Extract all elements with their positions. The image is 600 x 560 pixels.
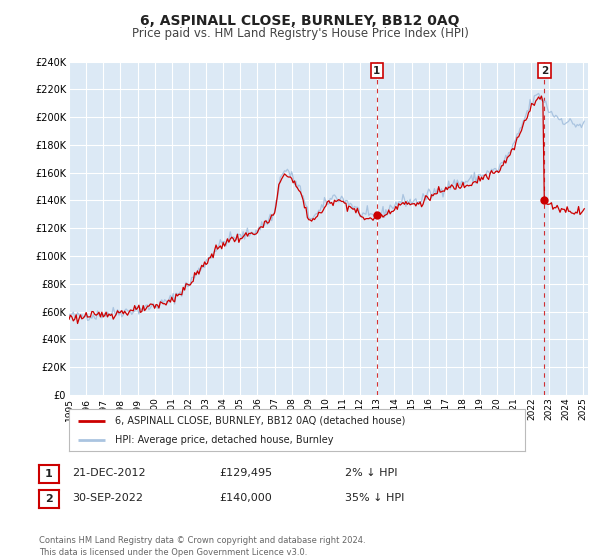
Text: 1: 1 [373, 66, 380, 76]
Text: 6, ASPINALL CLOSE, BURNLEY, BB12 0AQ (detached house): 6, ASPINALL CLOSE, BURNLEY, BB12 0AQ (de… [115, 416, 405, 426]
Text: £140,000: £140,000 [219, 493, 272, 503]
Text: 21-DEC-2012: 21-DEC-2012 [72, 468, 146, 478]
Text: £129,495: £129,495 [219, 468, 272, 478]
Text: 30-SEP-2022: 30-SEP-2022 [72, 493, 143, 503]
Text: 2: 2 [541, 66, 548, 76]
Text: 2: 2 [45, 494, 53, 504]
Text: HPI: Average price, detached house, Burnley: HPI: Average price, detached house, Burn… [115, 435, 333, 445]
Text: 1: 1 [45, 469, 53, 479]
Text: Price paid vs. HM Land Registry's House Price Index (HPI): Price paid vs. HM Land Registry's House … [131, 27, 469, 40]
Text: Contains HM Land Registry data © Crown copyright and database right 2024.
This d: Contains HM Land Registry data © Crown c… [39, 536, 365, 557]
Text: 6, ASPINALL CLOSE, BURNLEY, BB12 0AQ: 6, ASPINALL CLOSE, BURNLEY, BB12 0AQ [140, 14, 460, 28]
Text: 2% ↓ HPI: 2% ↓ HPI [345, 468, 398, 478]
Text: 35% ↓ HPI: 35% ↓ HPI [345, 493, 404, 503]
